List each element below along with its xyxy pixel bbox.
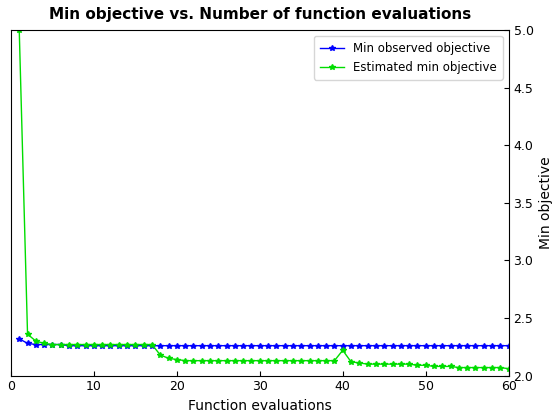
Estimated min objective: [182, 358, 189, 363]
Min observed objective: [331, 343, 338, 348]
Line: Estimated min objective: Estimated min objective: [16, 27, 511, 372]
Title: Min objective vs. Number of function evaluations: Min objective vs. Number of function eva…: [49, 7, 471, 22]
Min observed objective: [148, 343, 155, 348]
Estimated min objective: [174, 357, 180, 362]
Estimated min objective: [99, 342, 105, 347]
Min observed objective: [66, 343, 72, 348]
Min observed objective: [16, 336, 22, 341]
Min observed objective: [190, 343, 197, 348]
Min observed objective: [505, 343, 512, 348]
Line: Min observed objective: Min observed objective: [16, 336, 511, 349]
Estimated min objective: [323, 358, 329, 363]
Estimated min objective: [141, 342, 147, 347]
Min observed objective: [107, 343, 114, 348]
Estimated min objective: [157, 352, 164, 357]
Min observed objective: [165, 343, 172, 348]
Estimated min objective: [16, 28, 22, 33]
X-axis label: Function evaluations: Function evaluations: [188, 399, 332, 413]
Legend: Min observed objective, Estimated min objective: Min observed objective, Estimated min ob…: [314, 36, 503, 80]
Estimated min objective: [505, 366, 512, 371]
Min observed objective: [182, 343, 189, 348]
Y-axis label: Min objective: Min objective: [539, 157, 553, 249]
